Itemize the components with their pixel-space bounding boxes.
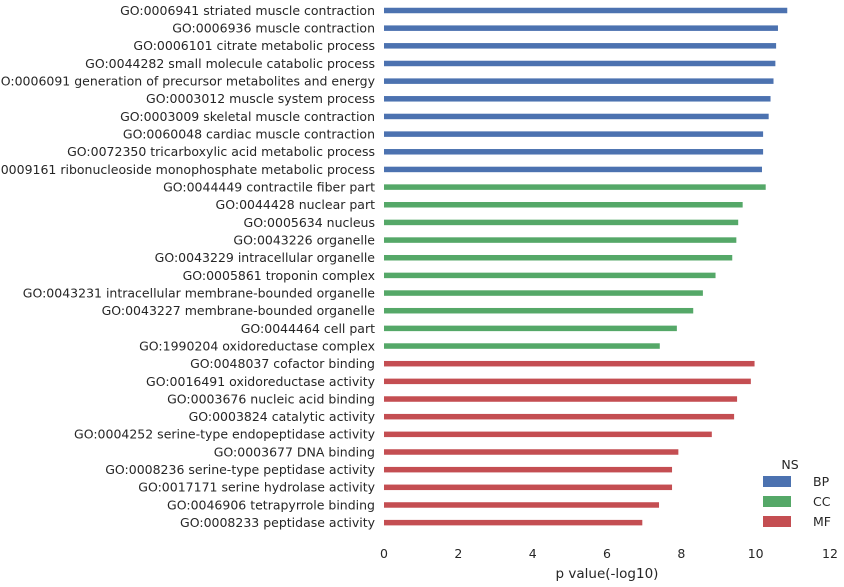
legend-swatch-cc [763,496,791,507]
category-label: GO:0006101 citrate metabolic process [133,38,375,53]
bar-bp [384,96,771,102]
category-label: GO:0008233 peptidase activity [180,515,376,530]
category-label: GO:0003676 nucleic acid binding [167,391,375,406]
category-label: GO:0017171 serine hydrolase activity [138,480,375,495]
bar-bp [384,78,774,84]
bar-mf [384,502,660,508]
bar-cc [384,237,737,243]
category-label: GO:0006936 muscle contraction [172,21,375,36]
x-tick-label: 4 [529,546,537,561]
x-tick-label: 6 [603,546,611,561]
category-label: GO:0008236 serine-type peptidase activit… [105,462,375,477]
bar-cc [384,272,716,279]
category-label: GO:0043227 membrane-bounded organelle [102,303,376,318]
bar-cc [384,307,694,314]
bar-cc [384,254,733,261]
category-label: GO:0060048 cardiac muscle contraction [123,127,375,142]
category-label: GO:0005634 nucleus [244,215,375,230]
category-label: GO:0006941 striated muscle contraction [120,3,375,18]
bar-mf [384,431,712,438]
category-label: GO:0003677 DNA binding [214,444,375,459]
category-label: GO:0072350 tricarboxylic acid metabolic … [67,144,375,159]
bar-cc [384,290,703,296]
category-labels: GO:0006941 striated muscle contraction GO… [0,3,376,530]
bar-bp [384,166,762,173]
x-tick-label: 8 [677,546,685,561]
x-tick-label: 12 [822,546,838,561]
bar-bp [384,43,777,49]
bar-mf [384,519,643,526]
category-label: GO:0016491 oxidoreductase activity [146,374,376,389]
bar-mf [384,378,751,385]
bar-mf [384,449,679,455]
category-label: GO:0004252 serine-type endopeptidase act… [74,427,376,442]
legend-label-cc: CC [813,494,831,509]
bar-bp [384,113,769,120]
bar-mf [384,484,673,491]
x-axis-title: p value(-log10) [556,566,659,582]
bar-mf [384,396,738,402]
bar-mf [384,466,673,473]
legend-title: NS [781,457,798,472]
x-tick-label: 0 [380,546,388,561]
bar-cc [384,325,677,332]
category-label: GO:0046906 tetrapyrrole binding [167,497,375,512]
legend-swatch-mf [763,516,791,527]
category-label: GO:0043226 organelle [233,232,375,247]
bar-cc [384,184,766,190]
x-axis: 0 2 4 6 8 10 12 [380,546,838,561]
legend-label-mf: MF [813,514,831,529]
bar-cc [384,202,743,208]
category-label: GO:0048037 cofactor binding [190,356,375,371]
legend-label-bp: BP [813,474,830,489]
x-tick-label: 10 [748,546,764,561]
bar-cc [384,343,660,349]
category-label: GO:0043229 intracellular organelle [155,250,376,265]
category-label: GO:0003824 catalytic activity [189,409,376,424]
category-label: GO:0006091 generation of precursor metab… [0,74,376,89]
bars-layer [384,7,788,526]
bar-mf [384,413,735,420]
category-label: GO:0003012 muscle system process [146,91,375,106]
legend: NS BP CC MF [763,457,831,529]
category-label: GO:0009161 ribonucleoside monophosphate … [0,162,375,177]
bar-mf [384,360,755,367]
bar-bp [384,60,776,67]
category-label: GO:0044282 small molecule catabolic proc… [85,56,375,71]
legend-swatch-bp [763,476,791,487]
category-label: GO:0044428 nuclear part [216,197,376,212]
category-label: GO:0005861 troponin complex [183,268,375,283]
bar-bp [384,131,764,137]
category-label: GO:0003009 skeletal muscle contraction [120,109,375,124]
bar-bp [384,25,778,31]
category-label: GO:0043231 intracellular membrane-bounde… [23,285,376,300]
x-tick-label: 2 [454,546,462,561]
category-label: GO:1990204 oxidoreductase complex [139,338,375,353]
bar-bp [384,149,764,155]
bar-cc [384,219,739,226]
bar-bp [384,7,788,14]
category-label: GO:0044464 cell part [241,321,375,336]
category-label: GO:0044449 contractile fiber part [163,180,375,195]
